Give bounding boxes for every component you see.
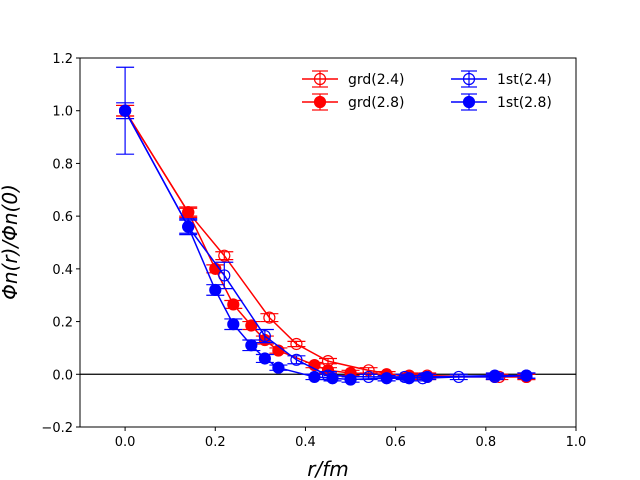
axes-ticks: 0.0 0.2 0.4 0.6 0.8 1.0 −0.2 0.0 0.2 0.4 0.6 0.8 1.0… xyxy=(41,52,586,450)
legend-point xyxy=(313,95,327,109)
data-point xyxy=(290,337,303,351)
plot-frame xyxy=(79,57,577,428)
data-point xyxy=(263,311,276,324)
legend-label-1st-2-8: 1st(2.8) xyxy=(497,95,552,111)
y-tick-label: 1.2 xyxy=(52,52,73,67)
data-point xyxy=(308,370,321,384)
data-point xyxy=(380,372,393,385)
x-tick-label: 0.6 xyxy=(385,435,406,450)
data-point xyxy=(245,339,258,352)
data-point xyxy=(245,319,258,332)
data-point xyxy=(362,370,375,384)
y-tick-label: 0.8 xyxy=(52,157,73,172)
y-tick-label: −0.2 xyxy=(41,421,73,436)
x-tick-label: 0.4 xyxy=(295,435,316,450)
data-point xyxy=(488,369,501,382)
y-tick-label: 0.4 xyxy=(52,263,73,278)
legend-point xyxy=(462,72,476,86)
x-tick-label: 1.0 xyxy=(566,435,587,450)
data-point xyxy=(258,329,271,343)
x-tick-label: 0.2 xyxy=(205,435,226,450)
data-point xyxy=(258,352,271,365)
legend-point xyxy=(462,95,476,109)
x-tick-label: 0.0 xyxy=(115,435,136,450)
data-point xyxy=(218,249,231,262)
y-axis-label: Φn(r)/Φn(0) xyxy=(0,184,22,300)
legend-label-grd-2-4: grd(2.4) xyxy=(348,72,404,88)
legend: grd(2.4) grd(2.8) 1st(2.4) 1st(2.8) xyxy=(302,70,552,111)
y-tick-label: 0.2 xyxy=(52,316,73,331)
data-point xyxy=(272,361,285,374)
data-point xyxy=(326,372,339,385)
legend-item-grd-2-8: grd(2.8) xyxy=(302,93,404,111)
x-tick-label: 0.8 xyxy=(475,435,496,450)
y-tick-label: 1.0 xyxy=(52,105,73,120)
data-point xyxy=(118,104,132,117)
data-point xyxy=(227,298,240,311)
data-point xyxy=(403,372,416,385)
y-tick-label: 0.0 xyxy=(52,368,73,383)
data-point xyxy=(182,206,195,219)
legend-marker-grd-2-4 xyxy=(302,70,338,88)
series-1st-2-8 xyxy=(116,102,536,386)
data-point xyxy=(218,269,231,282)
series-layer xyxy=(116,66,536,386)
legend-marker-1st-2-8 xyxy=(451,93,487,111)
legend-item-grd-2-4: grd(2.4) xyxy=(302,70,404,88)
data-point xyxy=(182,220,195,233)
legend-label-grd-2-8: grd(2.8) xyxy=(348,95,404,111)
data-point xyxy=(227,318,240,331)
data-point xyxy=(520,369,533,382)
data-point xyxy=(290,353,303,366)
data-point xyxy=(209,283,222,297)
data-point xyxy=(421,370,434,384)
data-point xyxy=(344,373,357,386)
legend-label-1st-2-4: 1st(2.4) xyxy=(497,72,552,88)
y-tick-label: 0.6 xyxy=(52,210,73,225)
legend-item-1st-2-8: 1st(2.8) xyxy=(451,93,552,111)
legend-marker-grd-2-8 xyxy=(302,93,338,111)
legend-marker-1st-2-4 xyxy=(451,70,487,88)
x-axis-label: r/fm xyxy=(307,457,348,480)
legend-item-1st-2-4: 1st(2.4) xyxy=(451,70,552,88)
legend-point xyxy=(313,72,327,86)
